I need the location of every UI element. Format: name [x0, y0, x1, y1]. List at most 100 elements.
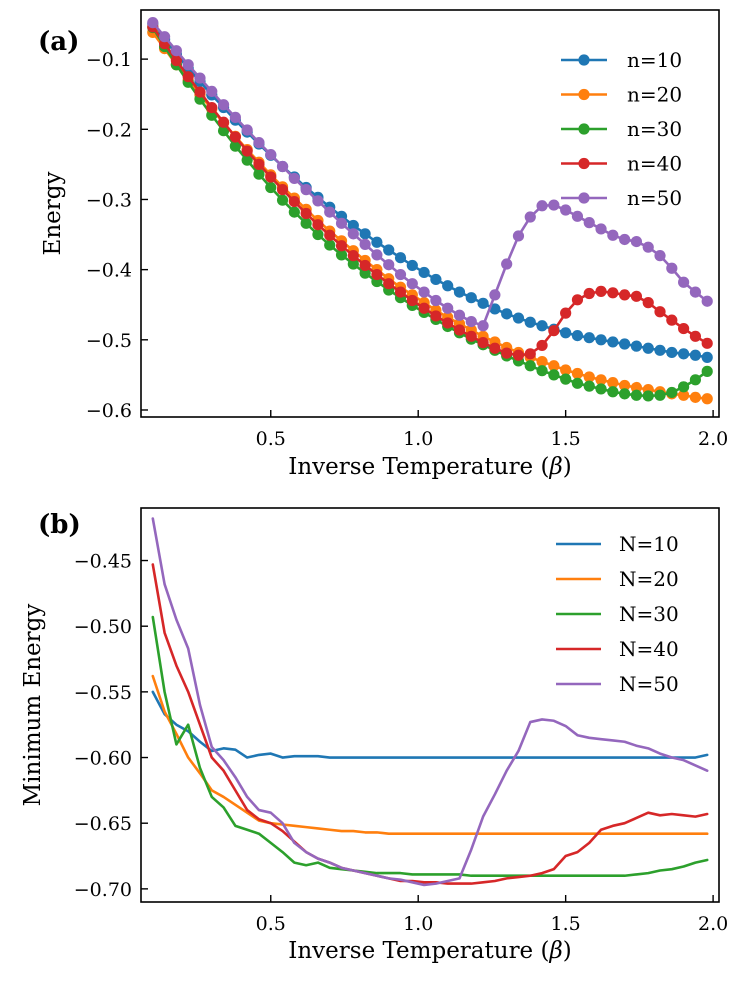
- data-point-n=40: [276, 184, 289, 196]
- data-point-n=40: [453, 324, 466, 336]
- data-point-n=40: [595, 285, 607, 297]
- data-point-n=50: [194, 72, 206, 84]
- y-tick-label: −0.2: [86, 119, 132, 141]
- data-point-n=50: [642, 241, 654, 253]
- panel-label: (b): [38, 510, 81, 540]
- data-point-n=50: [442, 302, 454, 314]
- data-point-n=50: [276, 160, 289, 173]
- data-point-n=10: [383, 244, 395, 256]
- data-point-n=40: [430, 310, 442, 322]
- data-point-n=50: [265, 148, 277, 161]
- data-point-n=10: [371, 236, 383, 248]
- data-point-n=30: [607, 386, 619, 398]
- axes-frame: [140, 9, 720, 418]
- data-point-n=40: [324, 229, 336, 241]
- legend-label-N=10: N=10: [619, 532, 679, 556]
- data-point-n=50: [418, 286, 430, 298]
- legend-label-N=20: N=20: [619, 567, 679, 591]
- data-point-n=40: [300, 207, 312, 220]
- data-point-n=10: [347, 219, 359, 232]
- data-point-n=20: [571, 367, 584, 380]
- data-point-n=10: [453, 286, 466, 298]
- data-point-n=40: [312, 219, 324, 231]
- legend-marker-n=40: [578, 157, 590, 170]
- data-point-n=50: [430, 294, 442, 307]
- data-point-n=40: [489, 342, 501, 354]
- x-tick-label: 1.0: [403, 913, 433, 935]
- data-point-n=50: [571, 210, 584, 222]
- data-point-n=40: [194, 86, 206, 98]
- data-point-n=40: [501, 347, 513, 359]
- data-point-n=40: [560, 307, 572, 319]
- data-point-n=10: [501, 308, 513, 320]
- data-point-n=20: [536, 355, 548, 368]
- data-point-n=10: [418, 266, 430, 279]
- data-point-n=40: [253, 158, 265, 170]
- data-point-n=40: [418, 302, 430, 314]
- data-point-n=10: [701, 351, 713, 363]
- data-point-n=50: [206, 85, 218, 97]
- data-point-n=10: [406, 259, 418, 272]
- data-point-n=40: [571, 294, 584, 306]
- data-point-n=30: [630, 389, 643, 401]
- data-point-n=10: [477, 297, 489, 309]
- legend-label-N=30: N=30: [619, 602, 679, 626]
- data-point-n=20: [630, 381, 643, 394]
- data-point-n=20: [619, 379, 631, 392]
- data-point-n=30: [560, 373, 572, 385]
- data-point-n=30: [548, 369, 560, 381]
- data-point-n=30: [312, 228, 324, 241]
- data-point-n=20: [607, 377, 619, 389]
- data-point-n=50: [371, 249, 383, 261]
- data-point-n=20: [678, 389, 690, 401]
- data-point-n=30: [642, 390, 654, 402]
- legend-marker-n=10: [578, 54, 590, 66]
- y-axis-label: Minimum Energy: [20, 604, 46, 807]
- y-tick-label: −0.3: [86, 189, 132, 211]
- data-point-n=30: [288, 206, 300, 218]
- data-point-n=20: [701, 393, 713, 405]
- data-point-n=10: [583, 332, 595, 344]
- legend-label-N=40: N=40: [619, 637, 679, 661]
- data-point-n=30: [678, 381, 690, 393]
- data-point-n=40: [229, 131, 241, 143]
- data-point-n=40: [666, 314, 678, 326]
- data-point-n=50: [619, 233, 631, 246]
- data-point-n=30: [241, 154, 253, 166]
- data-point-n=50: [241, 124, 253, 136]
- data-point-n=10: [666, 346, 678, 359]
- data-point-n=50: [312, 195, 324, 207]
- data-point-n=50: [465, 315, 477, 328]
- data-point-n=40: [477, 337, 489, 349]
- data-point-n=30: [359, 267, 371, 279]
- data-point-n=50: [229, 111, 241, 123]
- series-line-N=10: [151, 690, 709, 759]
- x-axis-label-symbol: β: [548, 938, 562, 964]
- data-point-n=10: [536, 320, 548, 332]
- data-point-n=10: [689, 349, 702, 361]
- data-point-n=10: [678, 348, 690, 360]
- data-point-n=40: [619, 289, 631, 301]
- x-axis-label: Inverse Temperature (β): [288, 454, 571, 480]
- data-point-n=50: [217, 99, 230, 111]
- x-axis-label-text: Inverse Temperature (: [288, 938, 549, 964]
- data-point-n=30: [701, 365, 713, 377]
- y-tick-label: −0.70: [74, 879, 132, 901]
- legend-label-n=30: n=30: [627, 117, 682, 141]
- data-point-n=30: [265, 181, 277, 194]
- data-point-n=30: [583, 380, 595, 392]
- data-point-n=30: [689, 374, 702, 386]
- data-point-n=50: [548, 199, 560, 211]
- x-tick-label: 0.5: [256, 428, 286, 450]
- data-point-n=30: [347, 258, 359, 270]
- data-point-n=40: [206, 101, 218, 114]
- data-point-n=50: [383, 259, 395, 271]
- legend-label-N=50: N=50: [619, 672, 679, 696]
- data-point-n=40: [359, 259, 371, 272]
- data-point-n=50: [512, 230, 525, 242]
- y-tick-label: −0.6: [86, 400, 132, 422]
- data-point-n=40: [512, 349, 525, 361]
- data-point-n=50: [335, 217, 348, 229]
- x-tick-label: 2.0: [698, 913, 728, 935]
- data-point-n=40: [678, 322, 690, 335]
